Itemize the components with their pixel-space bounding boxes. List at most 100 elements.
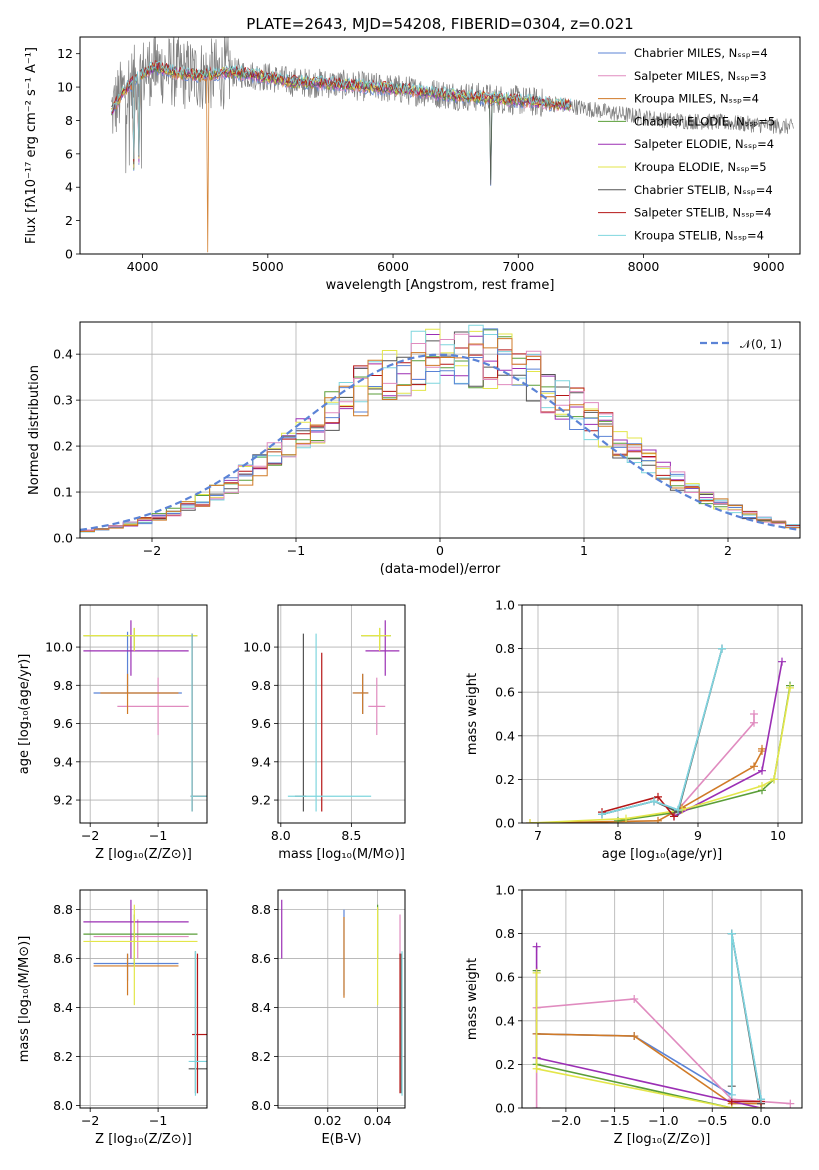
axes-frame [521,889,803,1109]
x-tick-label: −1.5 [600,1113,630,1128]
marker-salpeter-miles [630,995,639,1003]
y-tick-label: 8.0 [251,1098,271,1113]
series-line-chabrier-stelib [601,648,723,816]
y-axis-label: mass weight [465,958,480,1040]
x-tick-label: 0.0 [751,1113,771,1128]
hist-kroupa-stelib [80,338,800,532]
marker-chabrier-elodie [614,816,622,823]
x-tick-label: −2 [143,543,161,558]
marker-salpeter-stelib [654,792,662,801]
plot-area [80,324,800,533]
model-chabrier-stelib [110,62,572,185]
x-tick-label: 8 [614,828,622,843]
y-tick-label: 9.6 [53,716,73,731]
marker-kroupa-miles [654,816,662,823]
series-line-kroupa-miles [529,748,763,823]
x-tick-label: 5000 [252,259,284,274]
y-tick-label: 9.4 [251,754,271,769]
series-line-chabrier-elodie [535,970,761,1108]
y-axis-label: age [log₁₀(age/yr)] [17,654,32,775]
x-tick-label: 0.02 [314,1113,342,1128]
x-tick-label: 0 [436,543,444,558]
y-tick-label: 9.4 [53,754,73,769]
plot-area [83,620,207,812]
y-tick-label: 0.0 [53,531,73,546]
y-tick-label: 9.8 [53,678,73,693]
x-tick-label: −1 [287,543,305,558]
y-tick-label: 1.0 [495,598,515,613]
y-tick-label: 6 [65,146,73,161]
plot-area [532,929,795,1108]
plot-area [526,644,794,823]
series-line-chabrier-miles [601,648,723,816]
legend-label-chabrier-stelib: Chabrier STELIB, Nₛₛₚ=4 [634,183,773,197]
series-line-kroupa-stelib [731,933,762,1100]
panel-residuals: −2 −1 0 1 2 0.0 0.1 0.2 0.3 0.4 (data-model)/error… [27,321,801,577]
plot-area [281,899,403,1096]
marker-salpeter-elodie [532,942,541,951]
y-tick-label: 0.1 [53,485,73,500]
y-tick-label: 10 [57,80,73,95]
legend: Chabrier MILES, Nₛₛₚ=4 Salpeter MILES, Nₛ… [598,46,775,242]
marker-kroupa-elodie [786,683,794,692]
y-tick-label: 8.4 [53,1000,73,1015]
x-tick-label: 8000 [628,259,660,274]
y-tick-label: 8 [65,113,73,128]
marker-salpeter-stelib [670,812,678,821]
axes-frame [79,889,208,1109]
marker-kroupa-elodie [622,814,630,823]
x-tick-label: −2.0 [551,1113,581,1128]
x-tick-label: 9000 [753,259,785,274]
y-tick-label: 8.2 [251,1049,271,1064]
legend-label-kroupa-miles: Kroupa MILES, Nₛₛₚ=4 [634,92,759,106]
y-tick-label: 8.8 [251,902,271,917]
panel-mass_vs_Z: −2 −1 8.0 8.2 8.4 8.6 8.8 Z [log₁₀(Z/Z⊙)] mass [… [17,889,208,1147]
y-tick-label: 0.6 [495,970,515,985]
y-tick-label: 1.0 [495,883,515,898]
y-tick-label: 0.0 [495,816,515,831]
x-tick-label: 10 [770,828,786,843]
marker-kroupa-miles [750,762,758,771]
y-tick-label: 2 [65,213,73,228]
y-tick-label: 0.2 [495,772,515,787]
axes-frame [79,604,208,824]
axes-frame [79,36,801,255]
x-axis-label: wavelength [Angstrom, rest frame] [326,278,555,293]
y-tick-label: 9.2 [251,793,271,808]
x-axis-label: Z [log₁₀(Z/Z⊙)] [614,1132,711,1147]
y-tick-label: 4 [65,180,73,195]
marker-salpeter-miles [786,1099,795,1108]
y-axis-label: Normed distribution [27,365,42,495]
y-tick-label: 0.8 [495,641,515,656]
marker-kroupa-stelib [718,644,726,653]
marker-kroupa-elodie [532,1064,541,1073]
y-axis-label: mass weight [465,673,480,755]
hist-chabrier-stelib [80,328,800,532]
marker-kroupa-stelib [650,797,658,806]
normal-curve [80,353,800,531]
legend-label-normal: 𝒩(0, 1) [740,337,782,351]
observed-spectrum [111,37,794,174]
y-tick-label: 8.4 [251,1000,271,1015]
legend-label-salpeter-miles: Salpeter MILES, Nₛₛₚ=3 [634,69,767,83]
panel-age_vs_mass: 8.0 8.5 9.2 9.4 9.6 9.8 10.0 mass [log₁₀(M/M⊙)] [243,604,406,862]
legend-label-chabrier-elodie: Chabrier ELODIE, Nₛₛₚ=5 [634,114,775,128]
marker-salpeter-miles [532,1104,541,1108]
x-tick-label: 1 [580,543,588,558]
legend-label-chabrier-miles: Chabrier MILES, Nₛₛₚ=4 [634,46,768,60]
series-line-kroupa-elodie [529,687,791,823]
chart-title: PLATE=2643, MJD=54208, FIBERID=0304, z=0… [246,15,633,33]
marker-kroupa-miles [758,744,766,753]
x-axis-label: E(B-V) [321,1132,361,1147]
marker-kroupa-stelib [598,810,606,819]
x-axis-label: age [log₁₀(age/yr)] [602,847,723,862]
x-axis-label: Z [log₁₀(Z/Z⊙)] [95,1132,192,1147]
series-line-salpeter-elodie [673,661,783,818]
marker-salpeter-miles [750,710,758,718]
y-tick-label: 0.2 [53,439,73,454]
y-tick-label: 10.0 [243,640,271,655]
x-tick-label: 6000 [377,259,409,274]
marker-kroupa-miles [630,1032,639,1041]
marker-kroupa-elodie [532,968,541,977]
